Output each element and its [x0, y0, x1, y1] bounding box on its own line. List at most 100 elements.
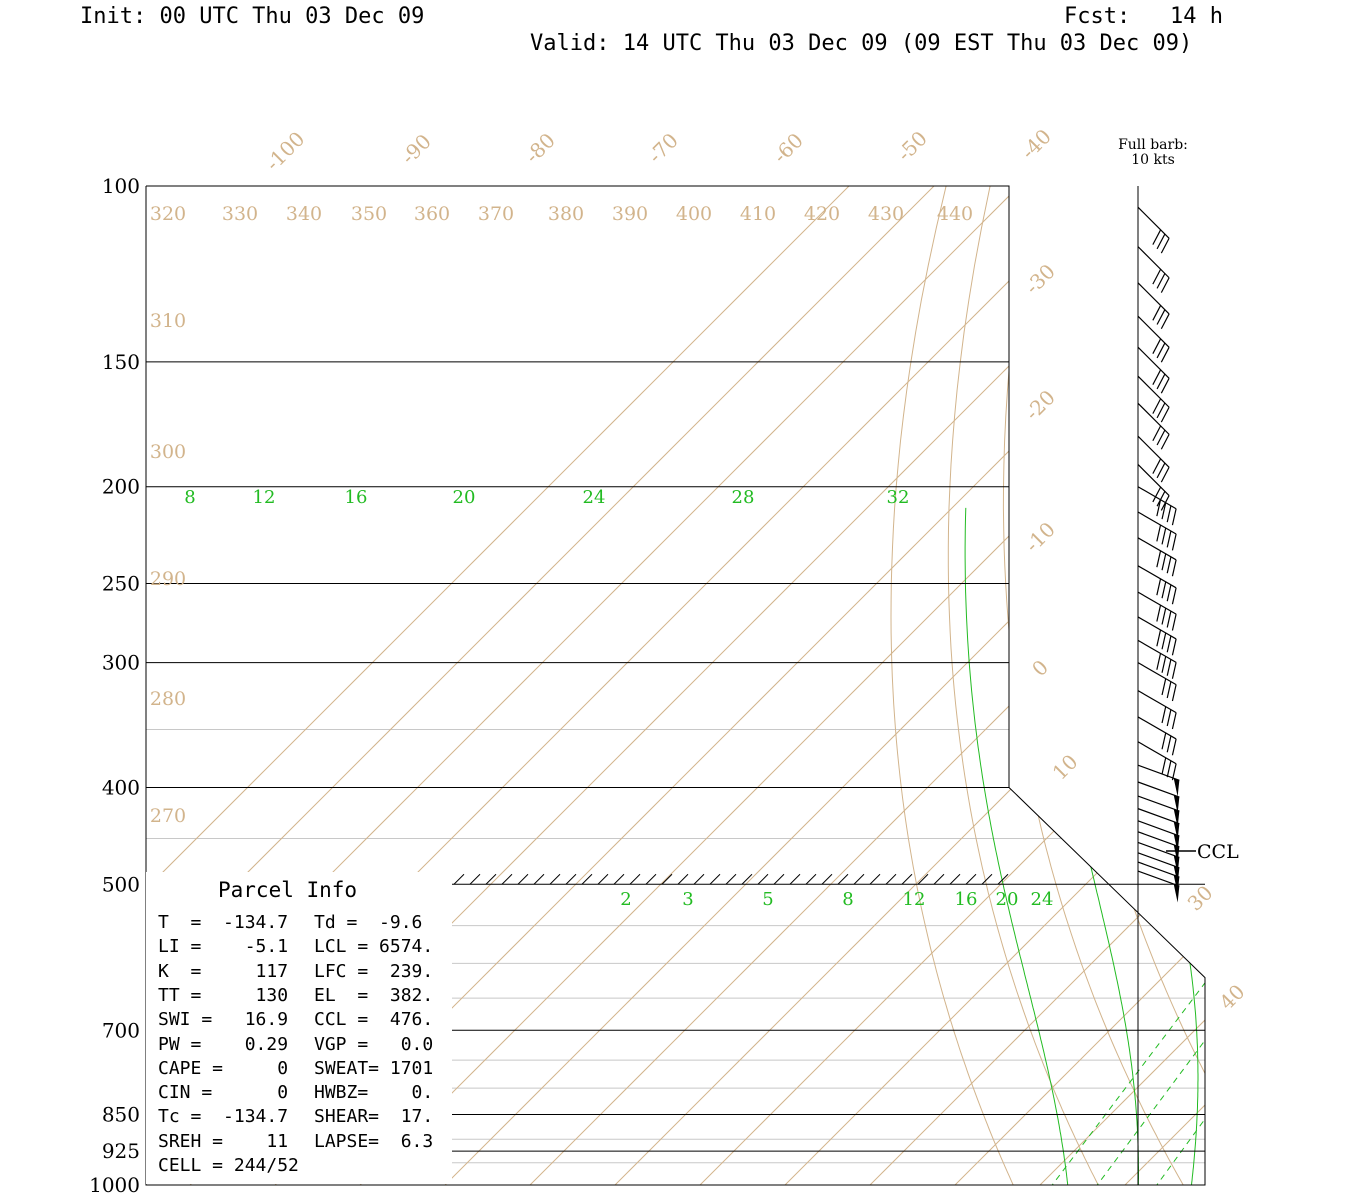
- dry-adiabat-label: 270: [150, 805, 186, 827]
- dry-adiabat-label: 430: [868, 203, 904, 225]
- mixing-ratio-line: [1321, 933, 1350, 1200]
- dry-adiabat: [890, 186, 1024, 1185]
- barb-feather: [1156, 309, 1166, 325]
- isotherm-label: -30: [1020, 259, 1060, 299]
- mixing-ratio-line: [1035, 933, 1205, 1185]
- hatch-mark: [773, 873, 785, 885]
- parcel-info-row: TT = 130 EL = 382.: [158, 986, 433, 1005]
- barb-staff: [1137, 591, 1177, 615]
- wind-barb: [1137, 246, 1170, 293]
- isotherm-line: [593, 186, 1205, 1185]
- parcel-info-row: SWI = 16.9 CCL = 476.: [158, 1011, 433, 1029]
- barb-feather: [1152, 398, 1162, 414]
- moist-adiabat: [1291, 508, 1350, 1200]
- barb-staff: [1137, 795, 1180, 812]
- moist-adiabat-label: 16: [345, 487, 368, 508]
- dry-adiabat: [1107, 186, 1205, 1185]
- barb-feather: [1171, 559, 1177, 577]
- barb-feather: [1156, 605, 1162, 622]
- parcel-info-right-value: SHEAR= 17.: [314, 1106, 434, 1128]
- barb-feather: [1166, 556, 1172, 574]
- wind-barb: [1137, 402, 1170, 450]
- barb-feather: [1161, 502, 1167, 520]
- pressure-tick-label: 400: [102, 775, 140, 799]
- mixing-ratio-line: [1290, 933, 1350, 1200]
- mixing-ratio-line: [1140, 933, 1205, 1185]
- isotherm-line: [1018, 186, 1205, 1185]
- parcel-info-right-value: HWBZ= 0.: [314, 1082, 434, 1104]
- barb-staff: [1137, 808, 1180, 825]
- dry-adiabat-label: 280: [150, 688, 186, 710]
- hatch-mark: [581, 873, 593, 885]
- barb-feather: [1171, 614, 1177, 631]
- barb-pennant: [1173, 884, 1180, 903]
- pressure-tick-label: 700: [102, 1018, 140, 1042]
- hatch-mark: [869, 873, 881, 885]
- hatch-mark: [693, 873, 705, 885]
- barb-staff: [1137, 616, 1177, 640]
- hatch-mark: [725, 873, 737, 885]
- isotherm-label: -40: [1016, 124, 1056, 164]
- hatch-mark: [837, 873, 849, 885]
- barb-feather: [1161, 581, 1167, 599]
- barb-feather: [1156, 578, 1162, 596]
- mixing-ratio-line: [1081, 933, 1205, 1185]
- pressure-tick-label: 850: [102, 1102, 140, 1126]
- barb-feather: [1161, 732, 1167, 750]
- valid-time: Valid: 14 UTC Thu 03 Dec 09 (09 EST Thu …: [530, 31, 1193, 56]
- barb-staff: [1137, 639, 1177, 663]
- isotherm-line: [423, 186, 1205, 1185]
- dry-adiabat-label: 400: [676, 203, 712, 225]
- barb-feather: [1152, 338, 1162, 354]
- barb-feather: [1160, 277, 1170, 293]
- init-time: Init: 00 UTC Thu 03 Dec 09: [80, 4, 425, 29]
- barb-feather: [1156, 499, 1162, 517]
- parcel-info-right-value: SWEAT= 1701: [314, 1057, 434, 1079]
- barb-feather: [1160, 238, 1170, 254]
- dry-adiabat-label: 410: [740, 203, 776, 225]
- barb-feather: [1161, 632, 1167, 650]
- barb-staff: [1137, 565, 1177, 589]
- barb-feather: [1156, 550, 1162, 568]
- parcel-info-right-value: LFC = 239.: [314, 960, 434, 982]
- hatch-mark: [757, 873, 769, 885]
- ccl-label: CCL: [1197, 841, 1239, 863]
- hatch-mark: [917, 873, 929, 885]
- barb-feather: [1166, 760, 1172, 778]
- parcel-info-row: T = -134.7 Td = -9.6: [158, 914, 422, 932]
- barb-staff: [1137, 764, 1180, 781]
- isotherm-line: [1274, 140, 1350, 1200]
- hatch-mark: [565, 873, 577, 885]
- hatch-mark: [949, 873, 961, 885]
- wind-barb: [1137, 346, 1170, 394]
- barb-feather: [1156, 342, 1166, 359]
- barb-feather: [1152, 486, 1162, 503]
- pressure-tick-label: 925: [102, 1139, 140, 1163]
- hatch-mark: [997, 873, 1009, 885]
- hatch-mark: [933, 873, 945, 885]
- frame-bottom: [145, 186, 1206, 1186]
- barb-feather: [1156, 429, 1166, 446]
- isotherm-label: -80: [520, 128, 560, 168]
- isotherm-label: -100: [261, 127, 310, 176]
- isotherm-line: [933, 186, 1205, 1185]
- dry-adiabat-label: 340: [286, 203, 322, 225]
- moist-adiabats: [964, 507, 1350, 1200]
- barb-staff: [1137, 841, 1180, 859]
- mixing-ratio-label: 2: [620, 889, 631, 910]
- dry-adiabat-label: 350: [351, 203, 387, 225]
- dry-adiabat: [1253, 140, 1350, 1200]
- barb-feather: [1156, 462, 1166, 479]
- barb-staff: [1137, 246, 1170, 279]
- barb-feather: [1166, 659, 1172, 676]
- barb-feather: [1152, 425, 1162, 442]
- parcel-info-row: CELL = 244/52: [158, 1157, 314, 1175]
- wind-barb: [1137, 741, 1177, 781]
- barb-feather: [1166, 735, 1172, 753]
- isotherm-line: [146, 186, 981, 1185]
- isotherm-label: 40: [1215, 980, 1250, 1015]
- mixing-ratio-label: 12: [903, 889, 926, 910]
- barb-pennant: [1173, 778, 1180, 797]
- barb-feather: [1166, 584, 1172, 602]
- dry-adiabat: [947, 186, 1110, 1185]
